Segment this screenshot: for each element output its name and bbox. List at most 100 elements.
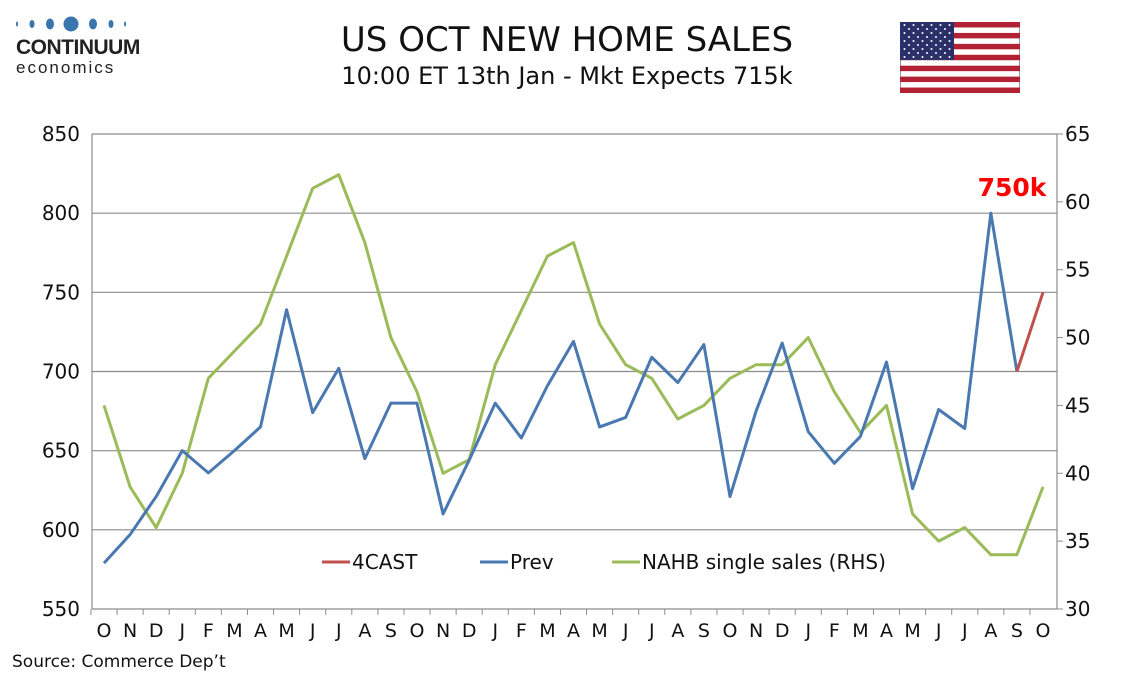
x-tick-label: A xyxy=(567,620,580,642)
flag-star xyxy=(939,48,942,50)
flag-star xyxy=(912,24,915,26)
flag-star xyxy=(903,32,906,34)
flag-star xyxy=(939,32,942,34)
x-tick-label: S xyxy=(1011,620,1023,642)
y-left-tick-label: 550 xyxy=(42,597,80,621)
x-tick-label: A xyxy=(254,620,267,642)
flag-star xyxy=(903,48,906,50)
x-tick-label: J xyxy=(491,620,498,642)
series-line-prev xyxy=(102,211,1019,565)
flag-star xyxy=(921,24,924,26)
flag-stripe xyxy=(900,54,1020,61)
flag-star xyxy=(930,56,933,58)
flag-star xyxy=(921,48,924,50)
x-tick-label: F xyxy=(203,620,214,642)
flag-star xyxy=(948,32,951,34)
flag-star xyxy=(935,28,937,30)
x-tick-label: A xyxy=(358,620,371,642)
flag-stripe xyxy=(900,76,1020,83)
x-tick-label: J xyxy=(961,620,968,642)
flag-stripe xyxy=(900,43,1020,50)
flag-star xyxy=(917,44,919,46)
y-left-tick-label: 750 xyxy=(42,280,80,304)
y-right-tick-label: 30 xyxy=(1065,597,1090,621)
y-left-tick-label: 700 xyxy=(42,360,80,384)
source-note: Source: Commerce Dep’t xyxy=(12,652,226,672)
x-tick-label: A xyxy=(880,620,893,642)
us-flag-icon xyxy=(900,22,1020,93)
flag-star xyxy=(917,28,919,30)
x-tick-label: O xyxy=(97,620,112,642)
flag-star xyxy=(912,56,915,58)
x-tick-label: N xyxy=(123,620,137,642)
y-left-tick-label: 650 xyxy=(42,439,80,463)
flag-star xyxy=(921,32,924,34)
logo-tagline: economics xyxy=(16,58,116,77)
y-right-tick-label: 35 xyxy=(1065,529,1090,553)
flag-star xyxy=(908,44,910,46)
chart-subtitle: 10:00 ET 13th Jan - Mkt Expects 715k xyxy=(341,62,793,90)
flag-star xyxy=(930,24,933,26)
flag-star xyxy=(926,28,928,30)
flag-star xyxy=(948,48,951,50)
flag-star xyxy=(944,44,946,46)
y-right-tick-label: 60 xyxy=(1065,190,1090,214)
y-right-tick-label: 65 xyxy=(1065,122,1090,146)
x-tick-label: N xyxy=(436,620,450,642)
flag-star xyxy=(926,44,928,46)
y-left-tick-label: 800 xyxy=(42,201,80,225)
flag-star xyxy=(926,36,928,38)
flag-star xyxy=(921,56,924,58)
flag-star xyxy=(912,40,915,42)
flag-star xyxy=(921,40,924,42)
flag-star xyxy=(939,56,942,58)
x-tick-label: M xyxy=(852,620,868,642)
series-line-nahb-single-sales-rhs- xyxy=(102,173,1045,557)
y-left-tick-label: 850 xyxy=(42,122,80,146)
flag-star xyxy=(935,44,937,46)
legend-label: Prev xyxy=(510,550,554,574)
flag-star xyxy=(930,32,933,34)
x-tick-label: J xyxy=(622,620,629,642)
flag-star xyxy=(903,40,906,42)
y-right-tick-label: 55 xyxy=(1065,258,1090,282)
x-tick-label: O xyxy=(1036,620,1051,642)
x-tick-label: S xyxy=(385,620,397,642)
x-tick-label: J xyxy=(309,620,316,642)
x-tick-label: A xyxy=(671,620,684,642)
x-tick-label: D xyxy=(149,620,164,642)
continuum-logo: CONTINUUM economics xyxy=(14,14,140,77)
flag-star xyxy=(926,52,928,54)
forecast-annotation: 750k xyxy=(978,173,1048,202)
legend-label: NAHB single sales (RHS) xyxy=(642,550,886,574)
flag-star xyxy=(917,36,919,38)
flag-star xyxy=(912,32,915,34)
x-tick-label: J xyxy=(178,620,185,642)
flag-star xyxy=(935,36,937,38)
flag-stripe xyxy=(900,32,1020,39)
y-right-tick-label: 40 xyxy=(1065,461,1090,485)
flag-star xyxy=(948,56,951,58)
legend-label: 4CAST xyxy=(352,550,418,574)
x-tick-label: N xyxy=(749,620,763,642)
flag-star xyxy=(912,48,915,50)
x-tick-label: A xyxy=(984,620,997,642)
flag-stripe xyxy=(900,87,1020,93)
x-tick-label: O xyxy=(410,620,425,642)
x-tick-label: M xyxy=(904,620,920,642)
flag-star xyxy=(935,52,937,54)
x-tick-label: J xyxy=(335,620,342,642)
flag-star xyxy=(903,56,906,58)
logo-dots-icon xyxy=(16,16,126,32)
flag-stripe xyxy=(900,22,1020,28)
x-tick-label: J xyxy=(935,620,942,642)
x-tick-label: M xyxy=(539,620,555,642)
y-right-tick-label: 45 xyxy=(1065,393,1090,417)
x-tick-label: J xyxy=(648,620,655,642)
flag-star xyxy=(948,40,951,42)
y-left-tick-label: 600 xyxy=(42,518,80,542)
flag-star xyxy=(908,28,910,30)
flag-star xyxy=(908,52,910,54)
